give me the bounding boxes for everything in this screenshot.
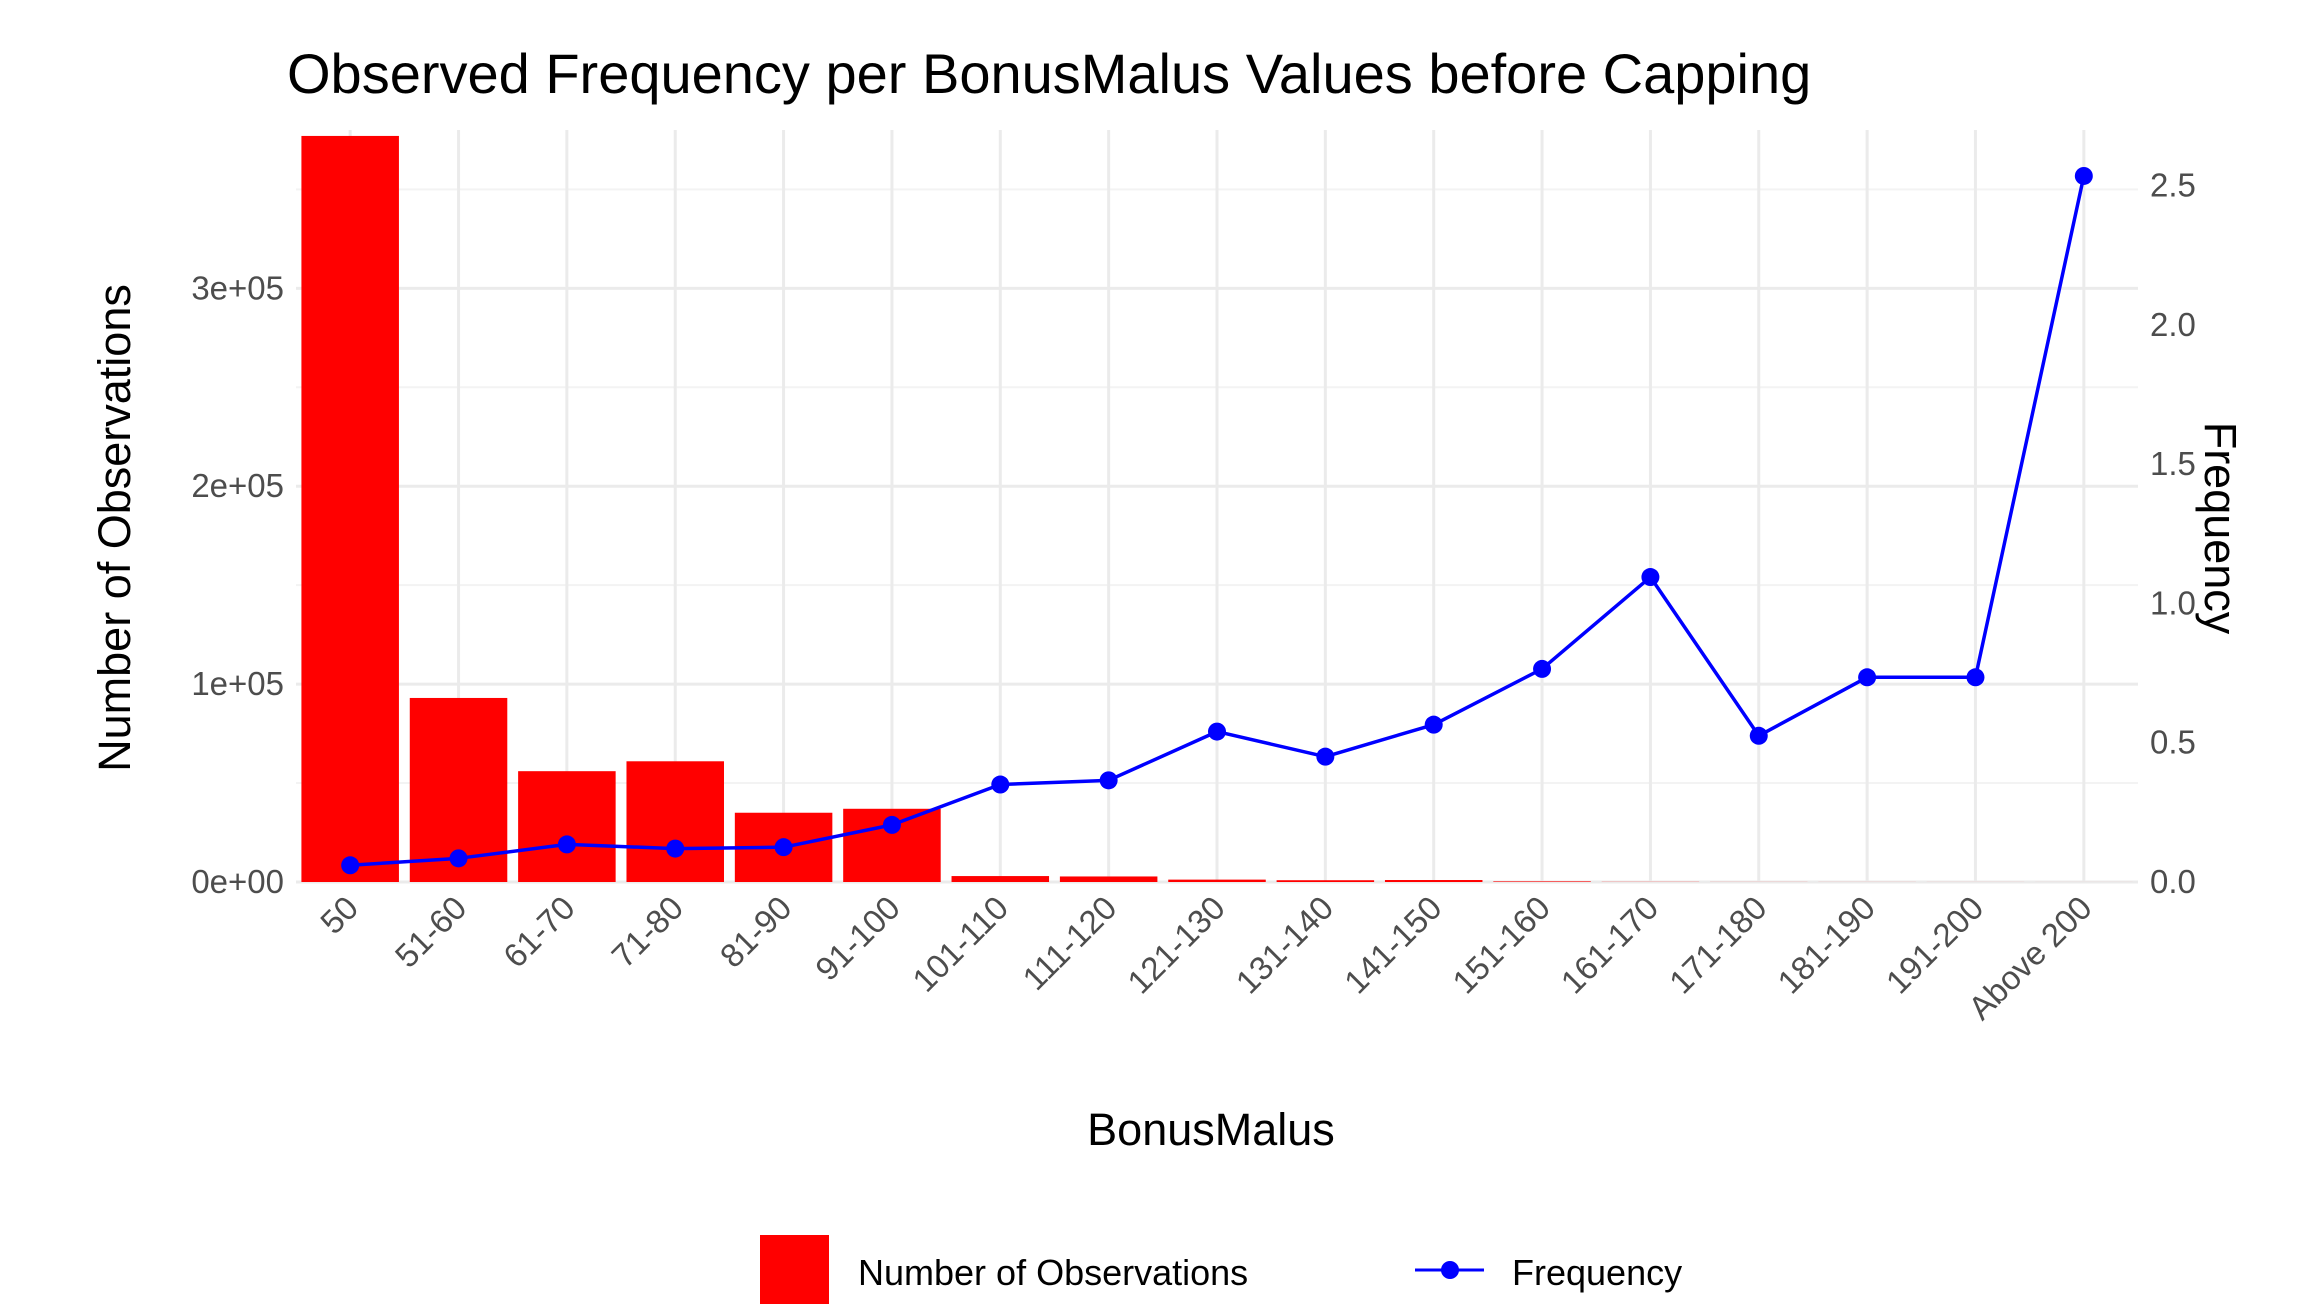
- frequency-point-71-80: [666, 839, 685, 858]
- bar-141-150: [1384, 880, 1483, 882]
- y-right-tick-label: 0.0: [2150, 863, 2196, 900]
- x-tick-label: 71-80: [604, 889, 690, 975]
- y-left-tick-label: 1e+05: [191, 665, 284, 702]
- frequency-point-51-60: [449, 849, 468, 868]
- y-right-tick-label: 2.5: [2150, 167, 2196, 204]
- y-right-tick-label: 1.0: [2150, 584, 2196, 621]
- x-tick-label: 181-190: [1770, 889, 1882, 1001]
- bar-111-120: [1059, 876, 1158, 882]
- x-tick-label: 191-200: [1879, 889, 1991, 1001]
- x-tick-label: 151-160: [1445, 889, 1557, 1001]
- y-left-tick-label: 3e+05: [191, 269, 284, 306]
- x-tick-label: 91-100: [808, 889, 907, 988]
- frequency-point-131-140: [1316, 747, 1335, 766]
- legend: Number of Observations Frequency: [760, 1235, 1682, 1304]
- x-tick-label: 50: [313, 889, 365, 941]
- x-tick-label: 121-130: [1120, 889, 1232, 1001]
- y-left-tick-label: 2e+05: [191, 467, 284, 504]
- legend-bar-key: [760, 1235, 829, 1304]
- x-tick-label: 131-140: [1229, 889, 1341, 1001]
- legend-label-observations: Number of Observations: [858, 1252, 1248, 1293]
- frequency-point-101-110: [991, 775, 1010, 794]
- frequency-point-81-90: [774, 838, 793, 857]
- legend-label-frequency: Frequency: [1512, 1252, 1682, 1293]
- bar-50: [301, 135, 399, 883]
- y-right-tick-label: 1.5: [2150, 445, 2196, 482]
- bar-151-160: [1493, 881, 1591, 882]
- frequency-point-141-150: [1424, 715, 1443, 734]
- frequency-point-61-70: [557, 835, 576, 854]
- x-tick-label: 81-90: [713, 889, 799, 975]
- grid: [296, 130, 2138, 884]
- x-tick-label: 61-70: [496, 889, 582, 975]
- x-tick-label: 161-170: [1554, 889, 1666, 1001]
- chart-title: Observed Frequency per BonusMalus Values…: [287, 42, 1811, 105]
- legend-point-key: [1441, 1261, 1459, 1279]
- x-tick-label: 111-120: [1015, 889, 1123, 997]
- frequency-point-171-180: [1749, 726, 1768, 745]
- frequency-point-50: [341, 856, 360, 875]
- x-tick-label: 141-150: [1337, 889, 1449, 1001]
- frequency-point-91-100: [882, 815, 901, 834]
- frequency-point-161-170: [1641, 568, 1660, 587]
- frequency-point-191-200: [1966, 668, 1985, 687]
- y-right-tick-label: 2.0: [2150, 306, 2196, 343]
- y-right-axis-title: Frequency: [2195, 422, 2246, 635]
- x-tick-label: 101-110: [905, 889, 1015, 999]
- frequency-point-above-200: [2074, 166, 2093, 185]
- y-left-tick-label: 0e+00: [191, 863, 284, 900]
- frequency-point-121-130: [1208, 722, 1226, 741]
- x-tick-label: 171-180: [1662, 889, 1774, 1001]
- y-left-axis-title: Number of Observations: [89, 284, 140, 772]
- x-axis-title: BonusMalus: [1087, 1104, 1335, 1155]
- axes: 0e+00 1e+05 2e+05 3e+05 0.0 0.5 1.0 1.5 2.0 2.5 50…: [191, 167, 2196, 1027]
- bar-71-80: [626, 761, 724, 882]
- bar-121-130: [1168, 879, 1266, 882]
- bar-61-70: [518, 771, 616, 882]
- y-right-tick-label: 0.5: [2150, 724, 2196, 761]
- bar-101-110: [951, 876, 1050, 882]
- frequency-point-181-190: [1858, 668, 1877, 687]
- bar-131-140: [1276, 880, 1375, 882]
- x-tick-label: 51-60: [388, 889, 474, 975]
- frequency-point-111-120: [1099, 771, 1118, 790]
- bars: [301, 135, 2133, 883]
- frequency-point-151-160: [1533, 659, 1552, 678]
- frequency-line-layer: [341, 166, 2093, 875]
